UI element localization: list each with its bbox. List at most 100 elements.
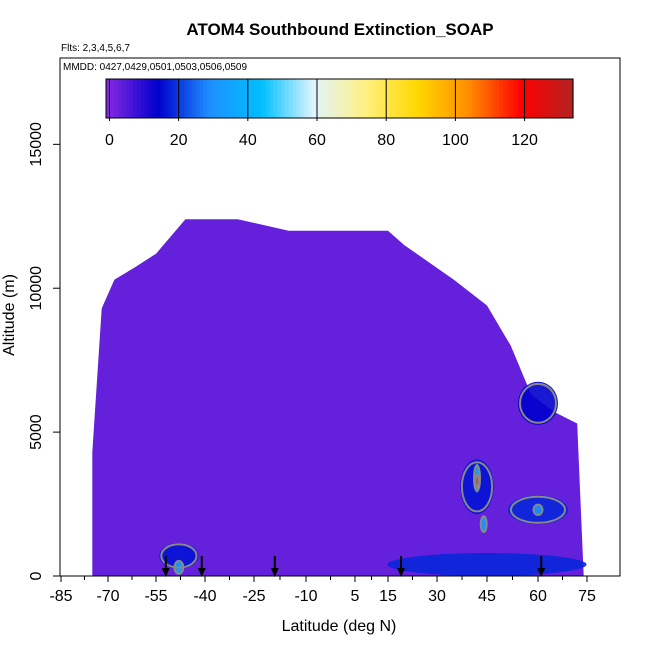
colorbar-segment-60 [335, 79, 341, 118]
colorbar-segment-42 [265, 79, 271, 118]
colorbar-segment-116 [553, 79, 559, 118]
colorbar-segment-26 [203, 79, 208, 118]
colorbar-segment-70 [374, 79, 380, 118]
colorbar-tick-label-4: 60 [308, 132, 326, 149]
y-tick-label-2: 5000 [28, 414, 45, 450]
colorbar-segment-82 [421, 79, 426, 118]
contour-2 [460, 461, 494, 513]
y-axis: 0 5000 10000 15000 [28, 122, 60, 580]
colorbar-segment-44 [273, 79, 278, 118]
colorbar-segment-12 [148, 79, 154, 118]
colorbar-segment-88 [444, 79, 450, 118]
colorbar-segment-40 [257, 79, 263, 118]
colorbar-segment-87 [440, 79, 446, 118]
colorbar-segment-45 [277, 79, 282, 118]
colorbar-segment-33 [230, 79, 236, 118]
colorbar-tick-label-3: 40 [239, 132, 257, 149]
colorbar-segment-110 [530, 79, 535, 118]
y-tick-label-3: 10000 [28, 266, 45, 311]
colorbar-segment-17 [168, 79, 173, 118]
colorbar-segment-119 [565, 79, 570, 118]
contour-5 [160, 543, 198, 569]
colorbar-segment-85 [432, 79, 438, 118]
colorbar-segment-54 [312, 79, 317, 118]
x-tick-label-12: 75 [578, 588, 596, 605]
colorbar-segment-91 [456, 79, 461, 118]
y-tick-label-1: 0 [28, 571, 45, 580]
contour-7 [473, 464, 481, 493]
colorbar-segment-69 [370, 79, 376, 118]
colorbar-segment-112 [537, 79, 543, 118]
x-tick-label-6: -10 [294, 588, 317, 605]
colorbar-segment-4 [117, 79, 123, 118]
colorbar-segment-75 [393, 79, 399, 118]
colorbar-segment-89 [448, 79, 453, 118]
extinction-coverage [92, 219, 584, 576]
colorbar-segment-99 [487, 79, 492, 118]
colorbar-segment-120 [569, 79, 574, 118]
colorbar-segment-29 [214, 79, 220, 118]
colorbar-segment-8 [133, 79, 138, 118]
colorbar-segment-43 [269, 79, 274, 118]
colorbar-segment-102 [499, 79, 504, 118]
contour-4 [519, 382, 557, 424]
y-axis-label: Altitude (m) [1, 274, 18, 356]
x-axis-label: Latitude (deg N) [282, 618, 397, 635]
colorbar-segment-46 [281, 79, 286, 118]
colorbar-segment-58 [327, 79, 333, 118]
colorbar-segment-107 [518, 79, 524, 118]
colorbar-segment-56 [320, 79, 325, 118]
contour-10 [474, 473, 480, 489]
colorbar-segment-52 [304, 79, 309, 118]
colorbar-segment-51 [300, 79, 306, 118]
x-tick-label-9: 30 [428, 588, 446, 605]
colorbar-segment-47 [285, 79, 290, 118]
x-tick-label-11: 60 [529, 588, 547, 605]
x-tick-label-4: -40 [193, 588, 216, 605]
colorbar-segment-62 [343, 79, 348, 118]
colorbar-segment-57 [323, 79, 329, 118]
colorbar-segment-78 [405, 79, 411, 118]
contour-9 [532, 503, 544, 516]
colorbar-segment-95 [471, 79, 477, 118]
colorbar-segment-98 [483, 79, 488, 118]
y-tick-label-4: 15000 [28, 122, 45, 167]
colorbar-segment-111 [534, 79, 539, 118]
x-tick-label-7: 5 [351, 588, 360, 605]
colorbar-tick-label-6: 100 [442, 132, 469, 149]
extinction-feature-9 [533, 504, 543, 516]
colorbar-segment-106 [514, 79, 520, 118]
extinction-feature-4 [518, 381, 558, 425]
colorbar-segment-13 [152, 79, 158, 118]
x-tick-label-2: -70 [96, 588, 119, 605]
colorbar-segment-104 [506, 79, 512, 118]
colorbar-segment-67 [362, 79, 368, 118]
colorbar-segment-101 [495, 79, 500, 118]
colorbar-segment-113 [541, 79, 547, 118]
colorbar-segment-73 [386, 79, 391, 118]
colorbar-segment-64 [351, 79, 356, 118]
x-tick-label-5: -25 [242, 588, 265, 605]
colorbar-segment-74 [390, 79, 395, 118]
colorbar-segment-86 [436, 79, 442, 118]
x-tick-label-3: -55 [144, 588, 167, 605]
colorbar-frame [105, 78, 574, 119]
colorbar-tick-label-1: 0 [105, 132, 114, 149]
colorbar-segment-6 [125, 79, 130, 118]
colorbar-segment-66 [358, 79, 364, 118]
colorbar-segment-76 [397, 79, 403, 118]
colorbar-segment-53 [308, 79, 313, 118]
colorbar-segment-2 [109, 79, 115, 118]
colorbar-segment-35 [238, 79, 243, 118]
contour-8 [479, 515, 488, 534]
dates-note: MMDD: 0427,0429,0501,0503,0506,0509 [63, 62, 247, 73]
colorbar-segment-103 [502, 79, 508, 118]
flight-marker-arrowhead-5 [537, 568, 546, 577]
colorbar-segment-83 [425, 79, 430, 118]
contour-3 [510, 495, 566, 524]
colorbar-segment-31 [222, 79, 228, 118]
colorbar-segment-27 [207, 79, 212, 118]
colorbar-segment-15 [160, 79, 165, 118]
colorbar-segment-28 [211, 79, 216, 118]
